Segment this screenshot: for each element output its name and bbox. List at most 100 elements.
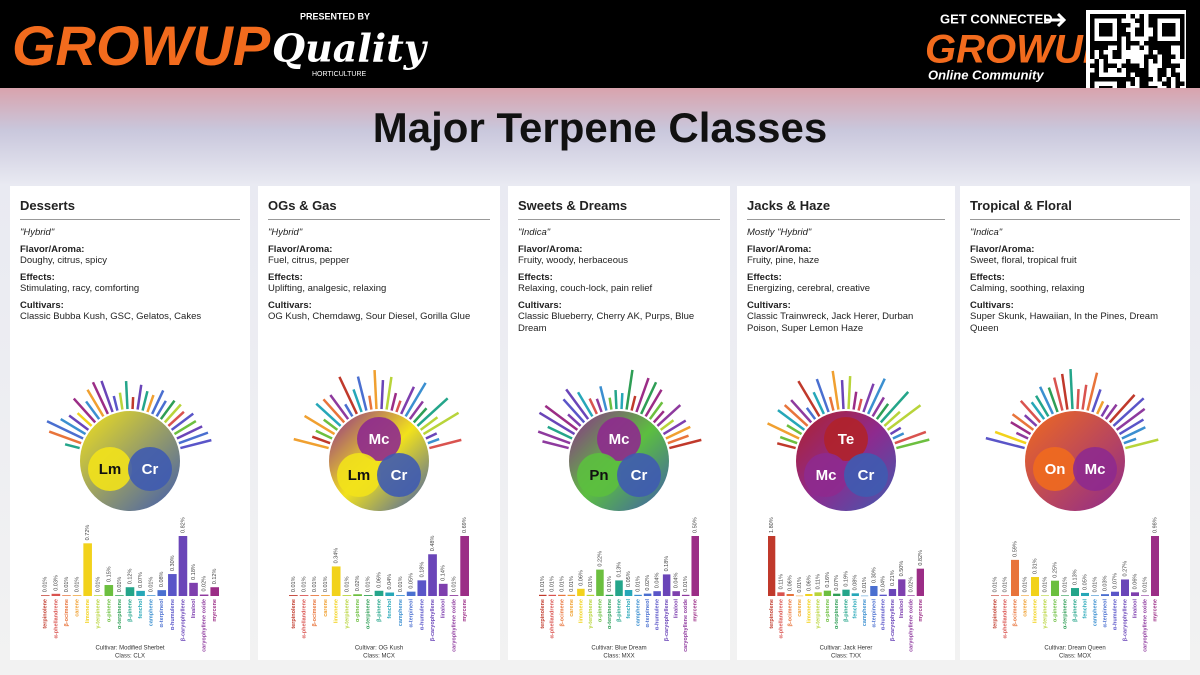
brand: GROWUP bbox=[12, 14, 271, 77]
qr-cell bbox=[1126, 45, 1131, 50]
spike bbox=[1104, 403, 1118, 420]
qr-cell bbox=[1166, 54, 1171, 59]
qr-cell bbox=[1108, 32, 1113, 37]
terpene-label: γ-terpinene bbox=[588, 599, 594, 629]
value-label: 0.12% bbox=[127, 569, 133, 585]
qr-cell bbox=[1103, 27, 1108, 32]
effects-label: Effects: bbox=[20, 271, 55, 283]
terpene-label: caryophyllene oxide bbox=[1142, 599, 1148, 652]
spike bbox=[630, 395, 637, 411]
qr-cell bbox=[1180, 81, 1185, 86]
value-label: 0.01% bbox=[1022, 577, 1028, 593]
spike bbox=[338, 376, 358, 415]
qr-cell bbox=[1153, 23, 1158, 28]
cultivar-caption: Cultivar: Dream Queen bbox=[1044, 646, 1105, 652]
value-label: 0.04% bbox=[387, 574, 393, 590]
bar bbox=[199, 594, 209, 596]
qr-cell bbox=[1153, 41, 1158, 46]
title: Major Terpene Classes bbox=[372, 104, 828, 151]
qr-cell bbox=[1103, 54, 1108, 59]
spike bbox=[176, 425, 203, 440]
qr-cell bbox=[1112, 63, 1117, 68]
spike bbox=[985, 436, 1025, 450]
terpene-label: β-pinene bbox=[843, 599, 849, 622]
spike bbox=[1115, 407, 1146, 431]
value-label: 0.11% bbox=[778, 574, 784, 589]
flavor: Fuel, citrus, pepper bbox=[268, 255, 350, 266]
qr-cell bbox=[1103, 86, 1108, 88]
terpene-label: fenchol bbox=[387, 599, 393, 619]
terpene-label: fenchol bbox=[853, 599, 859, 619]
qr-cell bbox=[1126, 63, 1131, 68]
spike bbox=[1035, 395, 1050, 417]
spike bbox=[1047, 387, 1059, 413]
qr-cell bbox=[1121, 32, 1126, 37]
value-label: 0.69% bbox=[462, 517, 468, 533]
qr-cell bbox=[1108, 77, 1113, 82]
qr-cell bbox=[1175, 81, 1180, 86]
spike bbox=[1052, 377, 1064, 411]
bar bbox=[586, 594, 595, 596]
terpene-label: caryophyllene oxide bbox=[451, 599, 457, 652]
value-label: 0.04% bbox=[881, 576, 887, 592]
bar bbox=[907, 595, 915, 596]
bar bbox=[624, 590, 633, 596]
effects: Relaxing, couch-lock, pain relief bbox=[518, 282, 653, 294]
value-label: 0.01% bbox=[569, 576, 575, 592]
value-label: 0.01% bbox=[862, 577, 868, 593]
spike bbox=[857, 398, 863, 411]
terpene-label: camphene bbox=[1092, 599, 1098, 626]
bar bbox=[1001, 595, 1009, 596]
class-blob bbox=[804, 453, 848, 497]
terpene-label: carene bbox=[75, 599, 81, 617]
class-blob bbox=[597, 417, 641, 461]
bar bbox=[634, 594, 642, 596]
spike bbox=[886, 404, 922, 431]
class-label: Lm bbox=[99, 461, 122, 478]
terpene-label: β-pinene bbox=[376, 599, 382, 622]
value-label: 0.01% bbox=[344, 576, 350, 592]
qr-cell bbox=[1162, 50, 1167, 55]
spike bbox=[805, 407, 817, 420]
qr-cell bbox=[1175, 86, 1180, 88]
qr-cell bbox=[1126, 41, 1131, 46]
spike bbox=[315, 402, 342, 427]
flavor-label: Flavor/Aroma: bbox=[970, 244, 1035, 255]
qr-cell bbox=[1099, 77, 1104, 82]
qr-cell bbox=[1108, 23, 1113, 28]
qr-cell bbox=[1162, 41, 1167, 46]
spike bbox=[425, 432, 438, 440]
community-brand: GROWUP bbox=[925, 28, 1110, 72]
qr-cell bbox=[1121, 81, 1126, 86]
value-label: 0.01% bbox=[366, 576, 372, 592]
spike bbox=[537, 430, 571, 445]
spike bbox=[776, 442, 796, 450]
terpene-label: β-pinene bbox=[616, 599, 622, 622]
spike bbox=[91, 381, 109, 415]
spike bbox=[669, 438, 702, 450]
terpene-label: linalool bbox=[899, 599, 905, 619]
spike bbox=[151, 389, 165, 415]
spike bbox=[567, 413, 582, 427]
terpene-label: β-ocimene bbox=[64, 599, 70, 627]
spike bbox=[777, 409, 806, 431]
qr-cell bbox=[1166, 32, 1171, 37]
value-label: 0.06% bbox=[1132, 574, 1138, 590]
cultivar-caption: Cultivar: Modified Sherbet bbox=[95, 646, 164, 652]
spike bbox=[400, 386, 416, 415]
qr-cell bbox=[1094, 59, 1099, 64]
bar bbox=[353, 594, 362, 596]
bar bbox=[1101, 594, 1109, 596]
terpene-label: γ-terpinene bbox=[816, 599, 822, 629]
spike bbox=[894, 430, 927, 445]
title: Sweets & Dreams bbox=[518, 194, 720, 220]
value-label: 0.05% bbox=[626, 571, 632, 587]
bar bbox=[596, 569, 604, 596]
value-label: 0.01% bbox=[323, 576, 329, 592]
terpene-label: α-phellandrene bbox=[53, 599, 59, 638]
spike bbox=[1038, 386, 1054, 415]
value-label: 0.01% bbox=[607, 576, 613, 592]
effects: Uplifting, analgesic, relaxing bbox=[268, 282, 387, 294]
qr-cell bbox=[1162, 23, 1167, 28]
